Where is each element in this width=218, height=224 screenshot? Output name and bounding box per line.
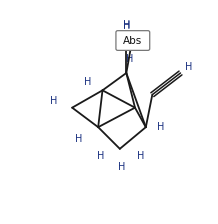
- Text: H: H: [137, 151, 145, 161]
- Text: H: H: [126, 54, 134, 64]
- Text: H: H: [123, 20, 130, 30]
- Text: H: H: [97, 151, 104, 161]
- Text: H: H: [84, 77, 92, 87]
- Text: H: H: [123, 21, 130, 31]
- Text: H: H: [75, 134, 82, 144]
- FancyBboxPatch shape: [116, 31, 150, 50]
- Text: H: H: [50, 96, 57, 106]
- Text: H: H: [157, 122, 164, 132]
- Text: Abs: Abs: [123, 36, 142, 45]
- Text: H: H: [185, 62, 192, 71]
- Text: H: H: [118, 162, 126, 172]
